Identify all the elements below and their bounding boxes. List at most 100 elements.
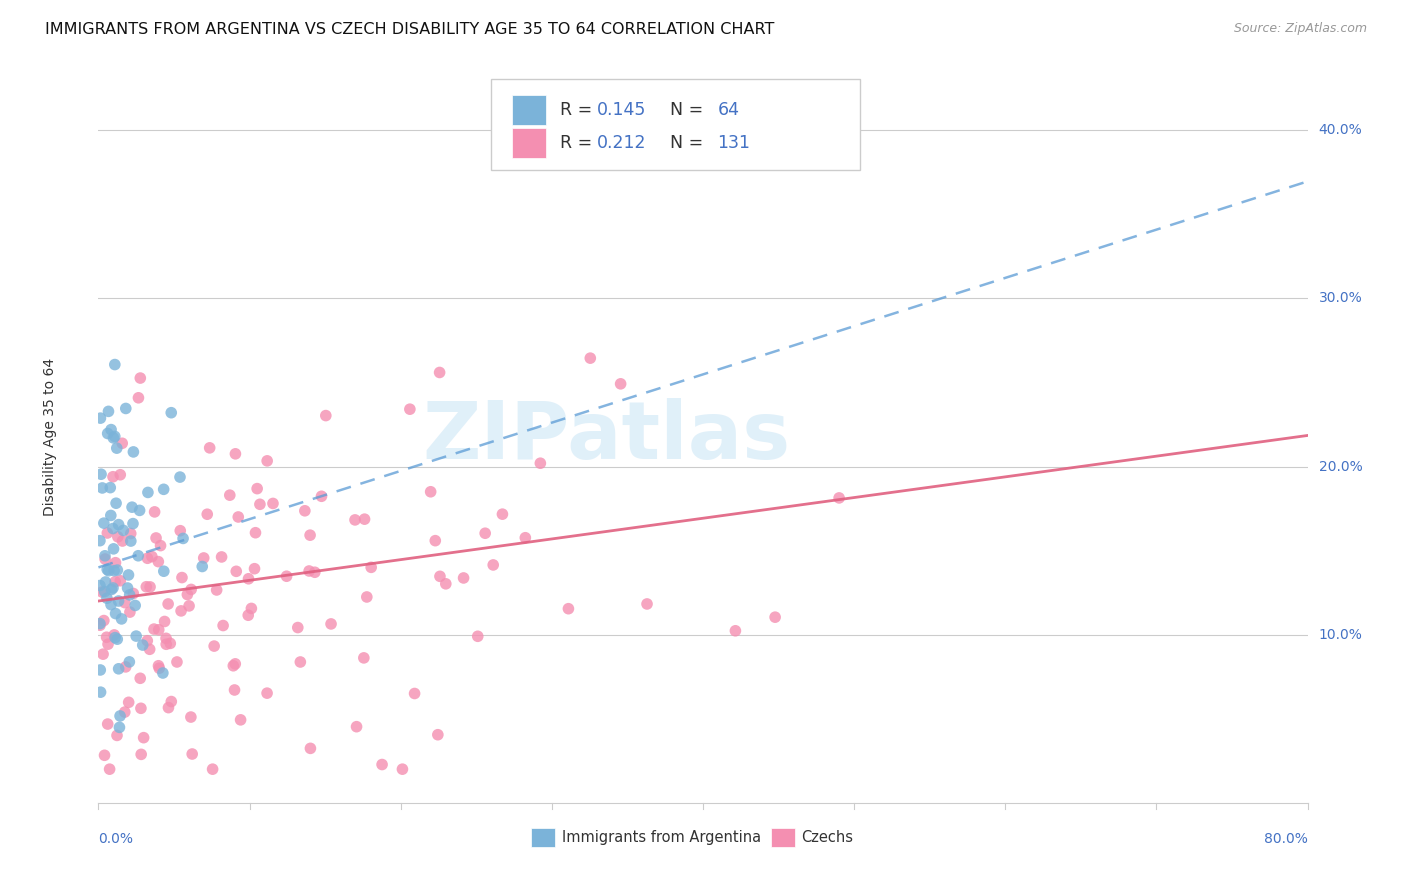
Point — [108, 720, 131, 734]
Text: R =: R = — [561, 101, 598, 120]
Point — [294, 504, 316, 518]
Point — [226, 510, 249, 524]
Text: 10.0%: 10.0% — [1319, 628, 1362, 641]
Point — [148, 658, 170, 673]
Point — [240, 601, 263, 615]
Point — [96, 630, 118, 644]
Point — [176, 588, 198, 602]
Text: IMMIGRANTS FROM ARGENTINA VS CZECH DISABILITY AGE 35 TO 64 CORRELATION CHART: IMMIGRANTS FROM ARGENTINA VS CZECH DISAB… — [45, 22, 775, 37]
Point — [118, 588, 141, 602]
Point — [118, 655, 141, 669]
Point — [124, 599, 146, 613]
Point — [90, 685, 112, 699]
Point — [94, 552, 117, 566]
Point — [128, 503, 150, 517]
Point — [104, 574, 127, 589]
Point — [105, 563, 128, 577]
Bar — [770, 829, 794, 847]
Point — [129, 747, 152, 762]
Point — [122, 445, 145, 459]
Point — [96, 591, 118, 606]
Point — [89, 663, 111, 677]
Text: R =: R = — [561, 134, 598, 152]
Text: 0.0%: 0.0% — [98, 832, 134, 846]
Text: 0.212: 0.212 — [596, 134, 647, 152]
Point — [107, 662, 129, 676]
Point — [353, 651, 375, 665]
Point — [101, 522, 124, 536]
Point — [91, 481, 114, 495]
Point — [110, 467, 132, 482]
Point — [89, 411, 111, 425]
Text: Source: ZipAtlas.com: Source: ZipAtlas.com — [1233, 22, 1367, 36]
Text: Czechs: Czechs — [801, 830, 853, 846]
Point — [202, 639, 225, 653]
Point — [425, 533, 447, 548]
Point — [315, 409, 337, 423]
Point — [212, 618, 235, 632]
Point — [110, 612, 132, 626]
Point — [143, 505, 166, 519]
Point — [136, 551, 159, 566]
Point — [100, 423, 122, 437]
Point — [155, 637, 177, 651]
Point — [132, 638, 155, 652]
Point — [103, 431, 125, 445]
Point — [135, 580, 157, 594]
Text: ZIPatlas: ZIPatlas — [422, 398, 790, 476]
Point — [132, 731, 155, 745]
Point — [111, 436, 134, 450]
Point — [111, 534, 134, 549]
Point — [97, 637, 120, 651]
Point — [238, 572, 260, 586]
Text: N =: N = — [659, 101, 709, 120]
Point — [198, 441, 221, 455]
Text: 30.0%: 30.0% — [1319, 292, 1362, 305]
Point — [96, 526, 118, 541]
Point — [256, 454, 278, 468]
Point — [201, 762, 224, 776]
Point — [434, 577, 457, 591]
Point — [118, 605, 141, 619]
Text: N =: N = — [659, 134, 709, 152]
Point — [159, 636, 181, 650]
Point — [491, 507, 513, 521]
Point — [298, 564, 321, 578]
Text: 0.145: 0.145 — [596, 101, 645, 120]
Point — [97, 426, 120, 441]
Point — [96, 562, 118, 576]
Point — [245, 525, 267, 540]
Point — [181, 747, 204, 761]
Point — [107, 594, 129, 608]
Text: 40.0%: 40.0% — [1319, 123, 1362, 137]
Point — [419, 484, 441, 499]
Text: 20.0%: 20.0% — [1319, 459, 1362, 474]
Point — [222, 658, 245, 673]
Point — [104, 631, 127, 645]
Point — [262, 496, 284, 510]
Point — [391, 762, 413, 776]
Point — [127, 391, 149, 405]
Point — [453, 571, 475, 585]
Point — [157, 597, 180, 611]
Point — [229, 713, 252, 727]
Point — [117, 568, 139, 582]
Point — [224, 657, 246, 671]
Point — [290, 655, 312, 669]
Point — [299, 528, 322, 542]
Point — [166, 655, 188, 669]
Point — [104, 358, 127, 372]
Point — [356, 590, 378, 604]
Point — [191, 559, 214, 574]
Text: 131: 131 — [717, 134, 751, 152]
Point — [136, 485, 159, 500]
Point — [224, 447, 246, 461]
Point — [93, 516, 115, 530]
Point — [170, 604, 193, 618]
Point — [225, 564, 247, 578]
Point — [311, 489, 333, 503]
Point — [98, 481, 121, 495]
Point — [153, 564, 176, 578]
Point — [169, 470, 191, 484]
Point — [399, 402, 422, 417]
